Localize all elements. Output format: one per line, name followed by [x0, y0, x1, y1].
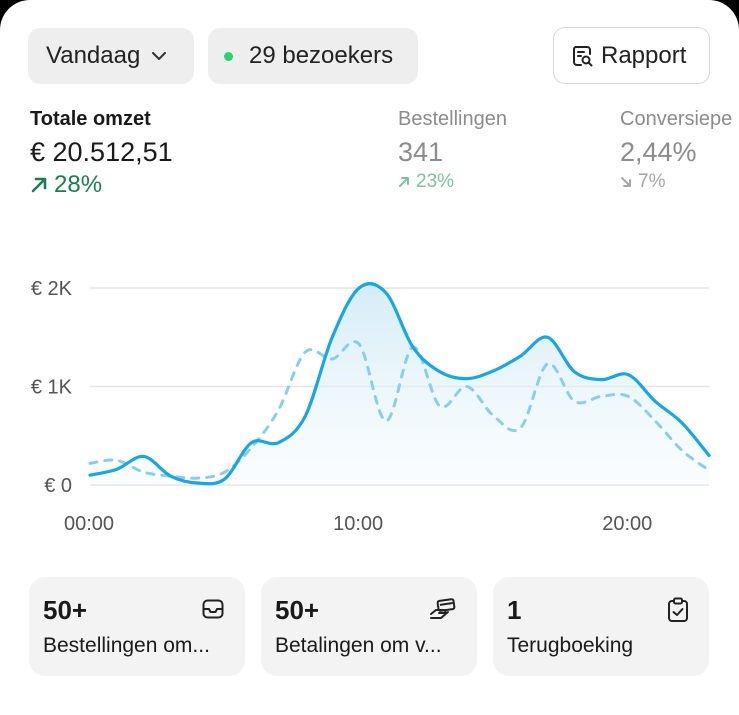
arrow-down-right-icon — [621, 177, 631, 187]
sales-line-chart: € 2K € 1K € 0 00:00 10:00 20:00 — [31, 278, 711, 535]
metric-change-value: 7% — [638, 171, 666, 192]
tile-count: 50+ — [43, 595, 88, 625]
x-tick-label: 10:00 — [333, 513, 383, 535]
tile-count: 1 — [507, 595, 522, 625]
visitors-label: 29 bezoekers — [249, 42, 394, 69]
metric-conversion[interactable]: Conversiepe 2,44% 7% — [620, 108, 732, 193]
hand-card-icon — [429, 597, 457, 626]
arrow-up-right-icon — [399, 177, 409, 187]
tile-chargeback[interactable]: 1 Terugboeking — [493, 577, 709, 676]
visitors-badge[interactable]: 29 bezoekers — [208, 28, 418, 84]
series-line-today — [88, 282, 711, 486]
metric-change-value: 28% — [54, 171, 103, 198]
metric-value: 2,44% — [620, 137, 697, 167]
report-button-label: Rapport — [601, 41, 687, 69]
x-tick-label: 00:00 — [64, 513, 114, 535]
metric-total-revenue[interactable]: Totale omzet € 20.512,51 28% — [30, 108, 173, 199]
date-filter-dropdown[interactable]: Vandaag — [28, 28, 194, 84]
report-search-icon — [572, 45, 594, 67]
tile-orders[interactable]: 50+ Bestellingen om... — [29, 577, 245, 676]
metric-change: 28% — [30, 171, 173, 199]
tile-payments[interactable]: 50+ Betalingen om v... — [261, 577, 477, 676]
y-tick-label: € 2K — [31, 278, 73, 300]
report-button[interactable]: Rapport — [553, 27, 710, 84]
metric-value: € 20.512,51 — [30, 137, 173, 167]
x-tick-label: 20:00 — [602, 513, 652, 535]
metric-change: 23% — [398, 171, 507, 193]
tile-count: 50+ — [275, 595, 320, 625]
metric-label: Totale omzet — [30, 108, 151, 130]
metric-label: Conversiepe — [620, 108, 733, 130]
tile-label: Terugboeking — [507, 634, 634, 657]
chevron-down-icon — [152, 51, 167, 61]
metric-value: 341 — [398, 137, 444, 167]
series-line-comparison — [88, 340, 711, 480]
metric-change: 7% — [620, 171, 732, 193]
metric-label: Bestellingen — [398, 108, 507, 130]
y-tick-label: € 0 — [44, 475, 72, 497]
tile-label: Bestellingen om... — [43, 634, 210, 657]
y-tick-label: € 1K — [31, 377, 73, 399]
inbox-icon — [201, 597, 225, 626]
arrow-up-right-icon — [31, 177, 47, 193]
metric-change-value: 23% — [416, 171, 455, 192]
metric-orders[interactable]: Bestellingen 341 23% — [398, 108, 507, 193]
tile-label: Betalingen om v... — [275, 634, 442, 657]
live-dot-icon — [224, 51, 233, 61]
clipboard-check-icon — [667, 597, 689, 628]
date-filter-label: Vandaag — [46, 42, 141, 69]
